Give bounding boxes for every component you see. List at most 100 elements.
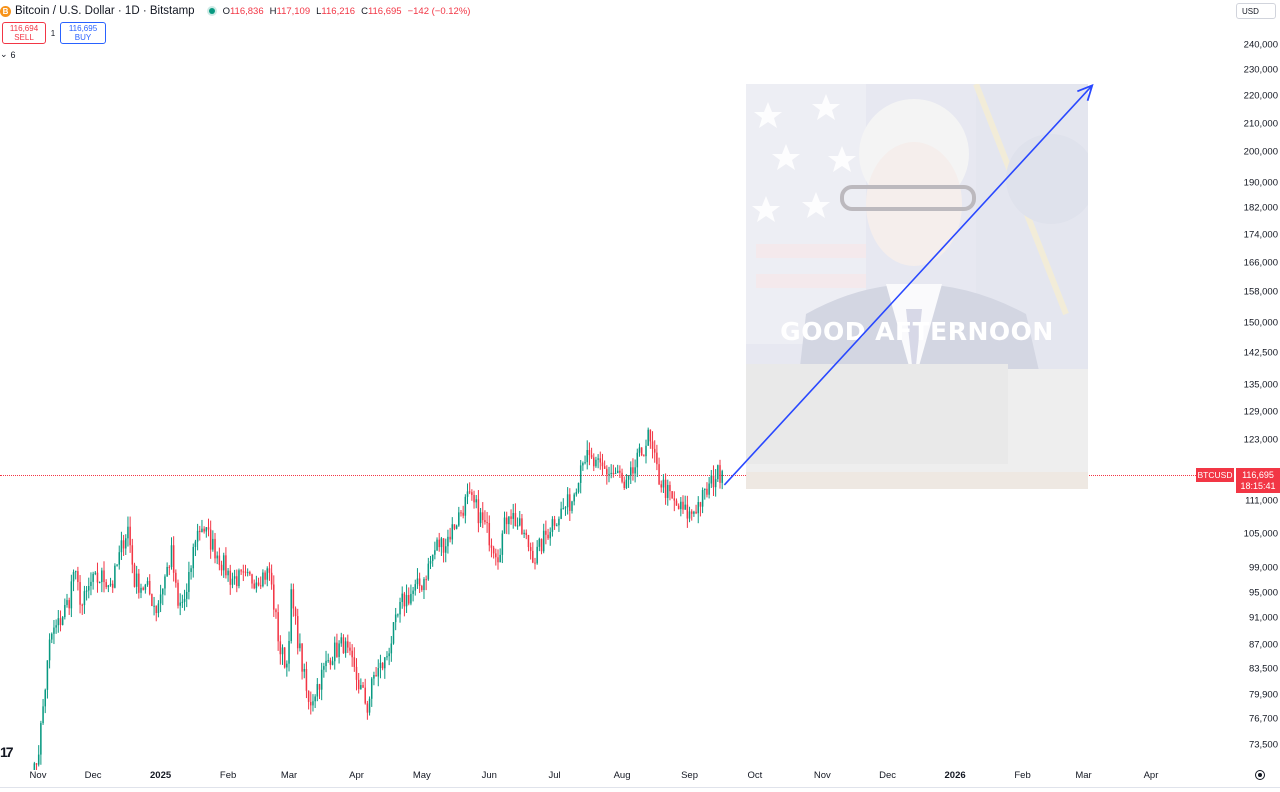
candle: [155, 605, 158, 622]
chevron-down-icon: ⌄: [0, 49, 8, 59]
buy-button[interactable]: 116,695 BUY: [60, 22, 106, 44]
candle: [534, 557, 536, 570]
sell-label: SELL: [14, 33, 34, 42]
candle: [103, 561, 105, 593]
candle-body: [262, 572, 264, 587]
symbol-title[interactable]: Bitcoin / U.S. Dollar · 1D · Bitstamp: [15, 5, 195, 17]
candle: [664, 473, 667, 505]
candle: [662, 474, 665, 493]
candle-body: [368, 698, 371, 713]
last-price-line: [0, 475, 1230, 476]
candle: [53, 620, 55, 645]
candle: [340, 632, 343, 647]
candle-body: [588, 450, 591, 456]
candle-body: [608, 473, 610, 475]
candle-body: [303, 669, 306, 672]
candle-body: [151, 594, 153, 607]
candle-body: [283, 647, 286, 668]
candle-body: [649, 429, 652, 442]
candle: [431, 554, 434, 567]
candle: [90, 572, 92, 596]
candle: [273, 575, 275, 617]
candle-body: [693, 511, 695, 514]
candle: [518, 510, 521, 527]
price-tick-label: 111,000: [1245, 495, 1278, 507]
candle-body: [619, 470, 621, 473]
candle-body: [388, 653, 390, 657]
candle: [444, 538, 447, 563]
price-tick-label: 87,000: [1248, 639, 1278, 651]
tradingview-logo[interactable]: 17: [0, 744, 14, 760]
candle-body: [695, 511, 697, 514]
candle: [460, 510, 462, 517]
candle-body: [264, 572, 266, 580]
candle-body: [296, 616, 299, 649]
candle-body: [118, 552, 121, 565]
candle: [614, 467, 617, 475]
candle-body: [377, 668, 380, 677]
candle-body: [582, 463, 584, 466]
candle-body: [127, 526, 129, 539]
candle-body: [320, 669, 323, 690]
candle-body: [712, 475, 715, 488]
candle: [717, 464, 719, 483]
candle-body: [155, 605, 158, 614]
ohlc-open-value: 116,836: [229, 5, 264, 17]
candle-body: [105, 582, 107, 588]
candle-body: [310, 701, 312, 706]
candle: [107, 584, 110, 593]
currency-selector[interactable]: USD: [1236, 3, 1276, 19]
candle: [547, 528, 549, 540]
candle-body: [503, 517, 506, 534]
candle: [584, 455, 586, 465]
bottom-divider: [0, 787, 1280, 788]
candle-body: [35, 763, 38, 765]
candle: [216, 551, 218, 565]
candle: [181, 594, 184, 608]
candle: [118, 545, 121, 570]
candle-body: [434, 550, 436, 555]
sell-button[interactable]: 116,694 SELL: [2, 22, 46, 44]
indicators-toggle[interactable]: ⌄ 6: [0, 49, 16, 60]
candle: [375, 667, 377, 677]
candle-body: [440, 538, 443, 548]
candle-body: [351, 650, 353, 658]
candlestick-chart[interactable]: [0, 0, 1230, 770]
candle: [162, 588, 164, 606]
settings-icon[interactable]: [1255, 770, 1265, 780]
candle: [318, 683, 321, 699]
candle: [122, 534, 125, 556]
candle: [209, 520, 212, 559]
ohlc-high-value: 117,109: [276, 5, 311, 17]
candle-body: [410, 593, 412, 604]
candle-body: [562, 508, 565, 510]
time-tick-label: Nov: [29, 770, 47, 781]
candle: [66, 593, 68, 608]
candle-body: [421, 585, 423, 591]
projection-arrow[interactable]: [0, 0, 1230, 770]
candle: [603, 460, 606, 469]
candle: [651, 431, 654, 459]
candle-body: [362, 685, 364, 688]
candle-body: [146, 580, 149, 585]
candle: [464, 494, 467, 524]
candle: [453, 524, 456, 531]
candle-body: [623, 481, 625, 489]
candle: [212, 530, 214, 552]
candle-body: [64, 605, 66, 618]
candle-body: [401, 593, 403, 603]
ohlc-low-key: L: [316, 5, 322, 17]
candle-body: [196, 530, 199, 542]
candle: [275, 608, 277, 619]
ohlc-low-value: 116,216: [321, 5, 356, 17]
candle: [693, 510, 695, 517]
candle: [677, 503, 680, 510]
candle-body: [246, 572, 249, 574]
candle-body: [249, 572, 251, 575]
candle: [538, 537, 541, 552]
price-tick-label: 99,000: [1248, 562, 1278, 574]
candle: [170, 537, 173, 570]
candle: [447, 529, 449, 554]
candle-body: [85, 590, 88, 592]
candle-body: [431, 554, 434, 562]
